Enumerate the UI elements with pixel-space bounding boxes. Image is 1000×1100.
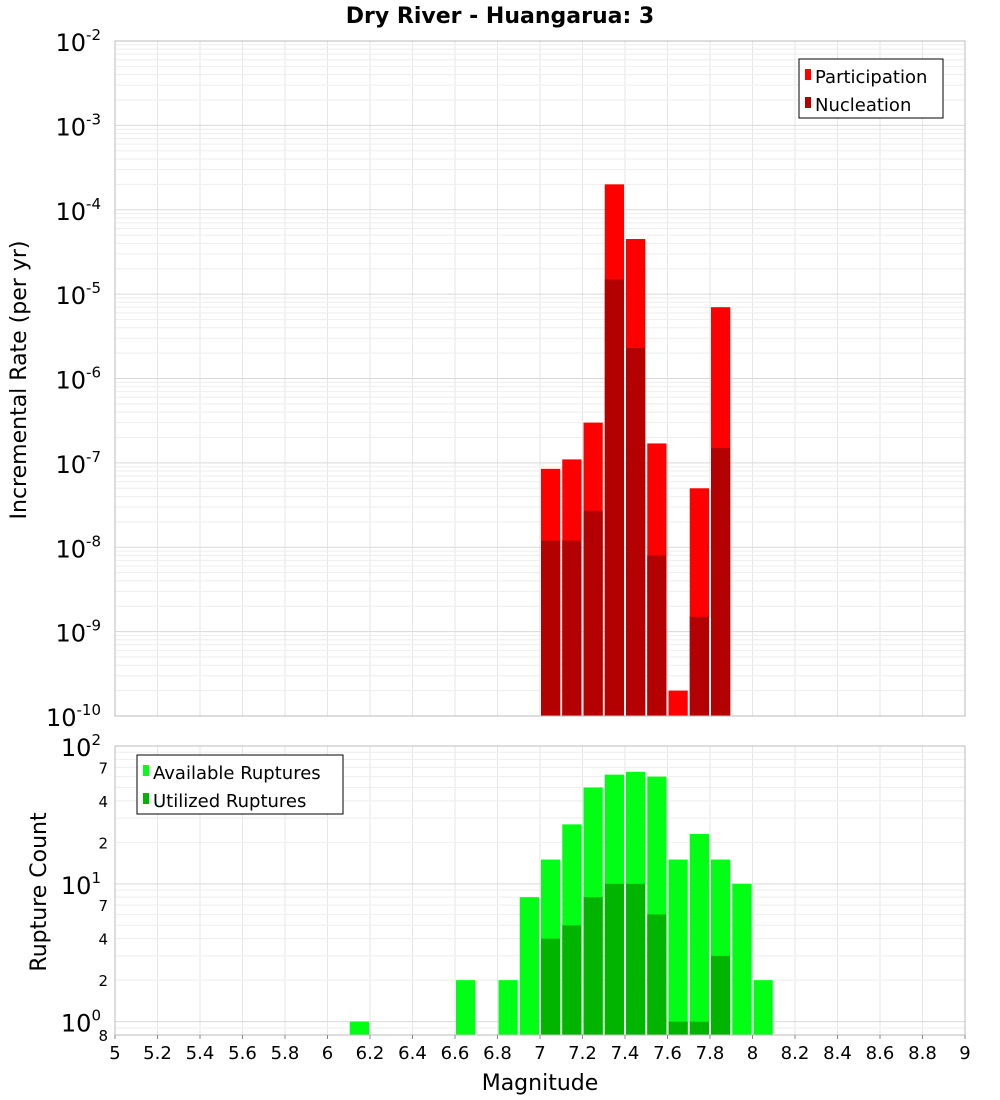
x-tick-label: 5.2 [143,1043,172,1064]
x-tick-label: 5.8 [271,1043,300,1064]
top-y-tick-label: 10-7 [55,448,101,479]
utilized-bar [711,955,731,1035]
utilized-bar [562,925,582,1035]
top-legend-box [798,58,944,119]
x-tick-label: 6.8 [483,1043,512,1064]
top-plot-area: 10-2 10-3 10-4 10-5 10-6 10-7 10-8 10-9 10-10 [46,26,966,732]
nucleation-bar [583,510,603,716]
x-tick-label: 7.6 [653,1043,682,1064]
bottom-y-minor-label: 8 [98,1027,108,1045]
top-y-tick-label: 10-8 [55,532,101,563]
nucleation-bar [541,540,561,716]
bottom-legend-box [136,754,344,815]
utilized-bar [668,1021,688,1035]
x-tick-label: 8.8 [908,1043,937,1064]
available-bar [732,883,752,1035]
x-tick-labels: 5 5.2 5.4 5.6 5.8 6 6.2 6.4 6.6 6.8 7 7.2 7.4 7.6 7.8 8… [109,1035,971,1064]
utilized-bar [689,1021,709,1035]
nucleation-bar [689,616,709,716]
x-tick-label: 7.2 [568,1043,597,1064]
bottom-y-minor-label: 2 [98,972,108,990]
nucleation-bar [604,279,624,716]
available-bar [668,859,688,1035]
x-tick-label: 5 [109,1043,120,1064]
top-plot-frame [114,40,966,717]
x-tick-label: 7 [534,1043,545,1064]
x-tick-label: 6.6 [441,1043,470,1064]
x-tick-label: 6 [322,1043,333,1064]
top-y-tick-label: 10-5 [55,279,101,310]
top-y-axis-label: Incremental Rate (per yr) [7,241,32,520]
x-tick-label: 7.8 [696,1043,725,1064]
top-legend-label: Participation [815,67,927,88]
top-y-tick-label: 10-4 [55,195,101,226]
top-y-tick-label: 10-3 [55,110,101,141]
available-bar [349,1021,369,1035]
x-tick-label: 5.4 [186,1043,215,1064]
x-tick-label: 7.4 [611,1043,640,1064]
nucleation-bar [711,448,731,716]
bottom-y-axis-label: Rupture Count [27,812,52,972]
bottom-y-tick-label: 101 [61,869,101,900]
nucleation-bar [562,540,582,716]
participation-bar [668,690,688,716]
bottom-y-minor-label: 7 [98,897,108,915]
bottom-legend-swatch [143,765,149,776]
bottom-y-tick-label: 102 [61,731,101,762]
bottom-y-minor-label: 4 [98,793,108,811]
bottom-legend: Available Ruptures Utilized Ruptures [136,754,344,815]
x-tick-label: 6.2 [356,1043,385,1064]
nucleation-bar [626,347,646,716]
x-tick-label: 8 [747,1043,758,1064]
available-bar [456,980,476,1035]
chart-title: Dry River - Huangarua: 3 [346,4,654,29]
available-bar [753,980,773,1035]
utilized-bar [647,914,667,1035]
bottom-legend-label: Available Ruptures [153,763,321,784]
top-y-tick-label: 10-10 [46,701,101,732]
bottom-legend-swatch [143,793,149,804]
available-bar [519,897,539,1035]
top-y-tick-label: 10-9 [55,617,101,648]
available-bar [498,980,518,1035]
x-tick-label: 6.4 [398,1043,427,1064]
top-y-tick-label: 10-6 [55,364,101,395]
available-bar [689,833,709,1035]
utilized-bar [541,938,561,1035]
utilized-bar [626,883,646,1035]
x-axis-label: Magnitude [482,1071,599,1096]
bottom-y-minor-label: 4 [98,931,108,949]
utilized-bar [604,883,624,1035]
x-tick-label: 8.2 [781,1043,810,1064]
nucleation-bar [647,555,667,716]
top-legend: Participation Nucleation [798,58,944,119]
x-tick-label: 9 [959,1043,970,1064]
bottom-y-minor-label: 2 [98,834,108,852]
top-legend-swatch [805,69,811,80]
x-tick-label: 8.6 [866,1043,895,1064]
bottom-y-tick-label: 100 [61,1007,101,1038]
top-y-tick-label: 10-2 [55,26,101,57]
bottom-legend-label: Utilized Ruptures [153,791,306,812]
utilized-bar [583,897,603,1035]
bottom-y-minor-label: 7 [98,759,108,777]
x-tick-label: 5.6 [228,1043,257,1064]
x-tick-label: 8.4 [823,1043,852,1064]
top-legend-label: Nucleation [815,95,911,116]
top-legend-swatch [805,97,811,108]
